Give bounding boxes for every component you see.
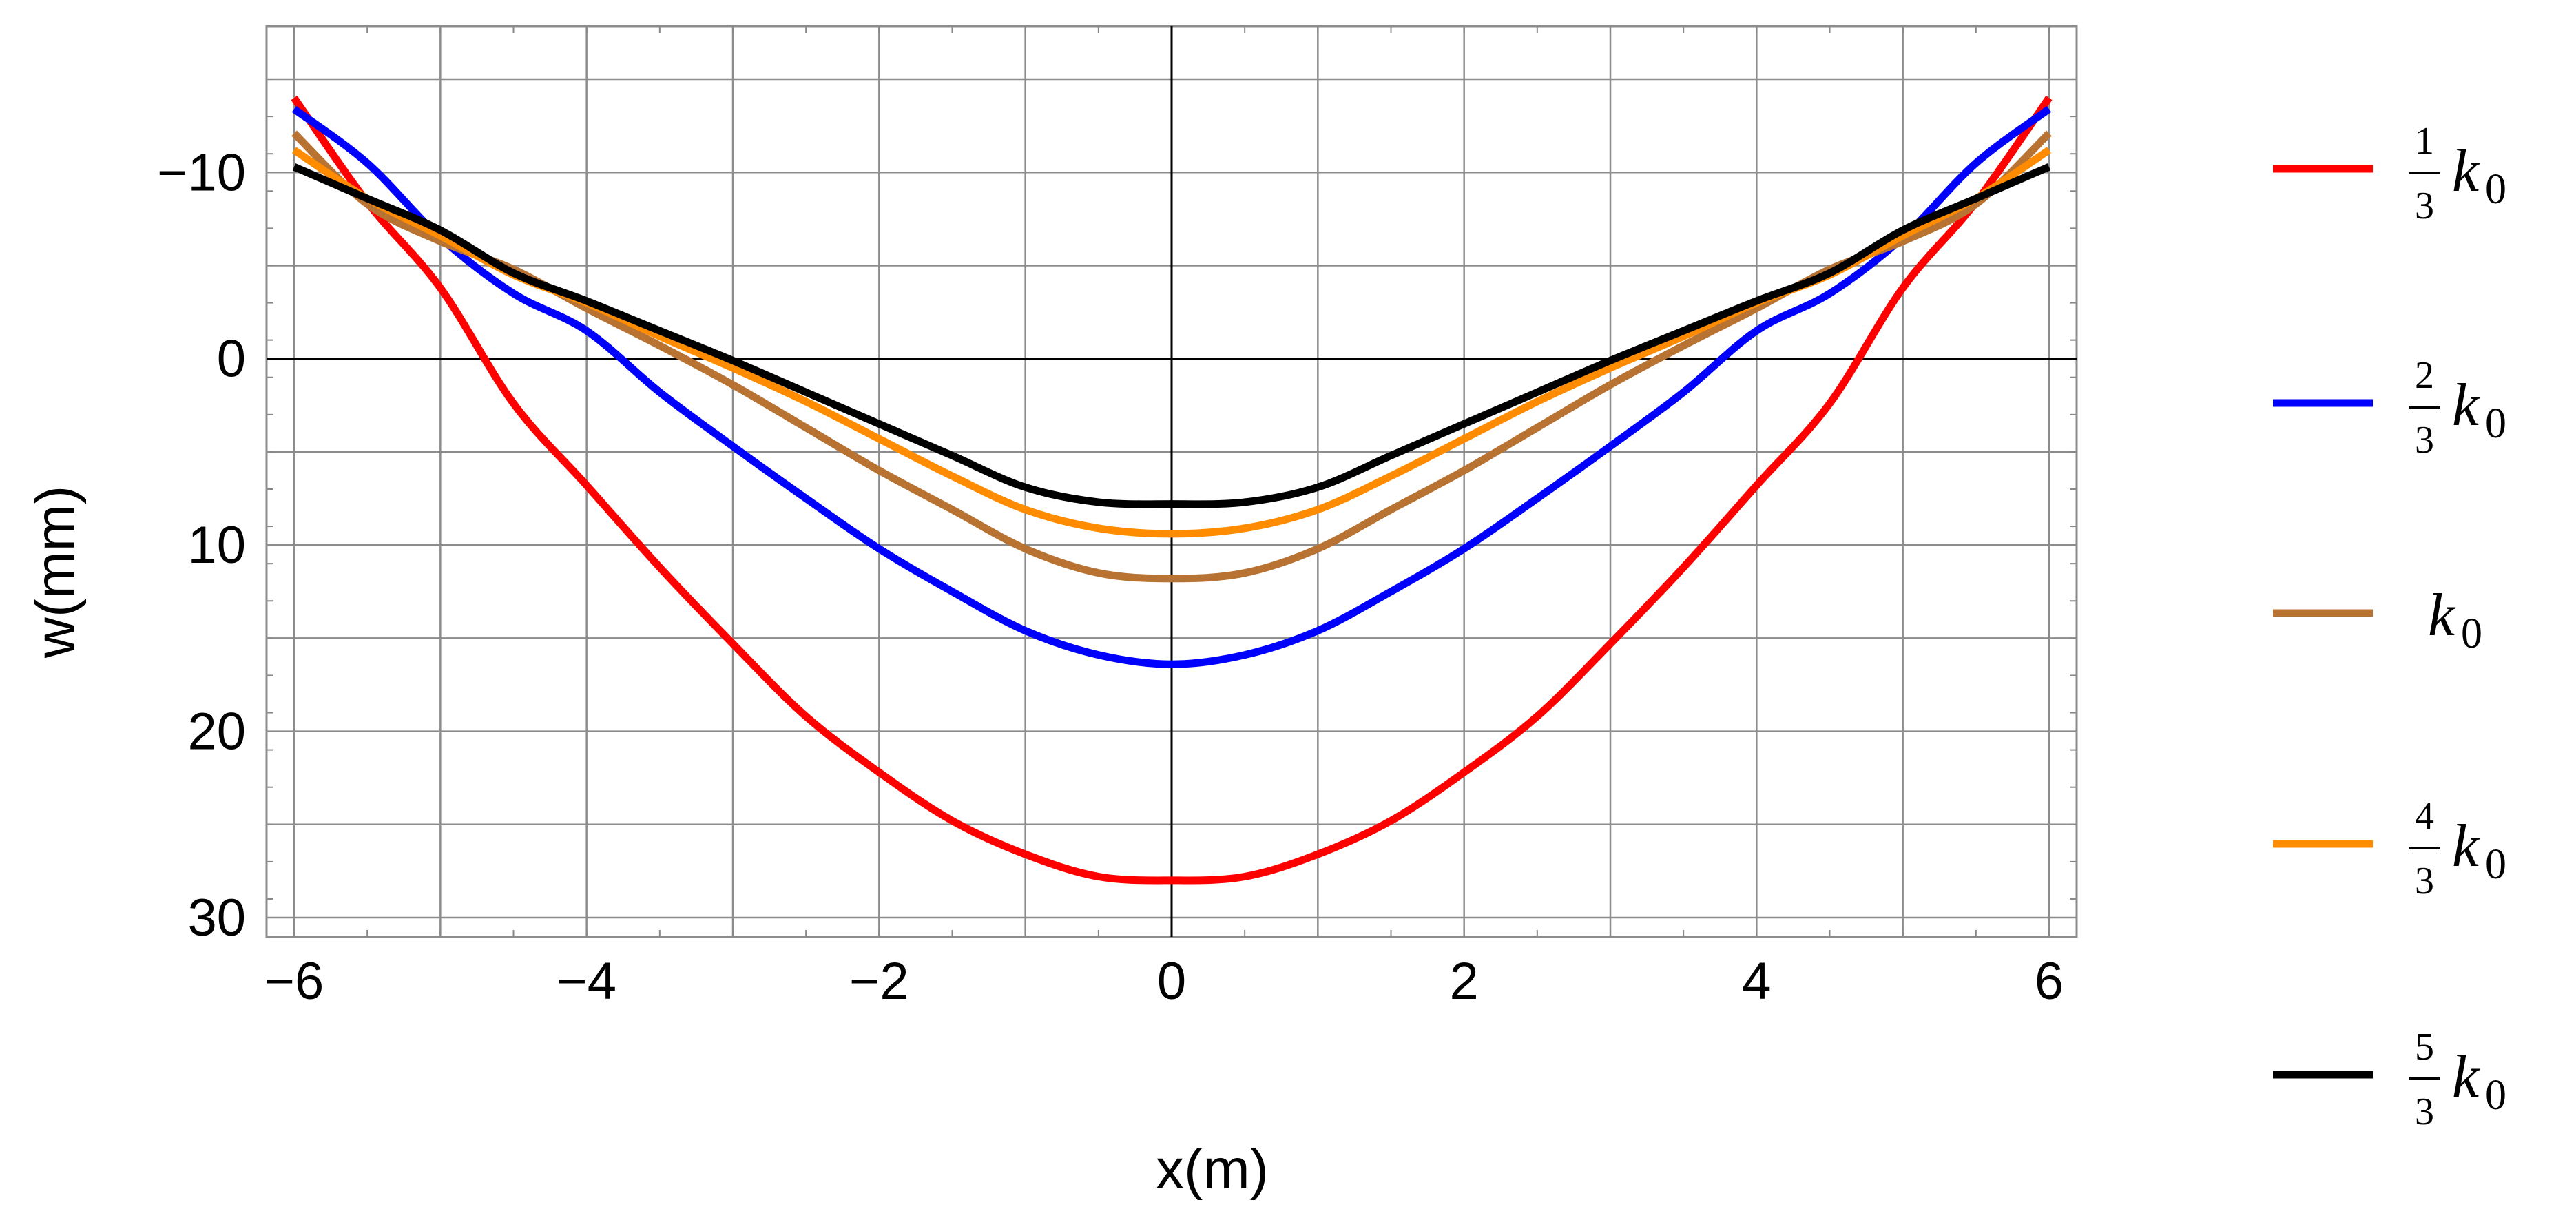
- x-tick-label: −4: [557, 952, 616, 1011]
- legend-fraction-numerator: 1: [2415, 120, 2434, 163]
- legend-symbol: k: [2452, 372, 2480, 439]
- legend-symbol: k: [2452, 138, 2480, 205]
- legend-subscript: 0: [2485, 1072, 2506, 1119]
- y-axis-title: w(mm): [24, 486, 87, 659]
- legend-fraction-numerator: 2: [2415, 354, 2434, 397]
- series-line: [291, 95, 2053, 885]
- series-line: [291, 130, 2052, 583]
- legend-item: 1 3k 0: [2273, 120, 2506, 227]
- y-tick-label: 30: [187, 889, 246, 947]
- legend-fraction-denominator: 3: [2415, 185, 2434, 227]
- legend-subscript: 0: [2485, 841, 2506, 888]
- x-tick-label: −2: [849, 952, 909, 1011]
- legend-fraction-denominator: 3: [2415, 419, 2434, 462]
- legend-symbol: k: [2428, 582, 2456, 649]
- x-axis-title: x(m): [1156, 1138, 1269, 1201]
- x-tick-label: 6: [2035, 952, 2064, 1011]
- series-lines: [291, 95, 2053, 885]
- y-tick-label: 20: [187, 703, 246, 761]
- legend-symbol: k: [2452, 1044, 2480, 1110]
- y-tick-label: −10: [157, 143, 246, 202]
- legend-item: 2 3k 0: [2273, 354, 2506, 462]
- x-tick-label: 4: [1742, 952, 1771, 1011]
- legend-item: 5 3k 0: [2273, 1026, 2506, 1133]
- legend-subscript: 0: [2485, 400, 2506, 447]
- x-tick-label: 0: [1157, 952, 1186, 1011]
- legend-fraction-numerator: 5: [2415, 1026, 2434, 1068]
- legend-fraction-denominator: 3: [2415, 860, 2434, 902]
- y-tick-label: 10: [187, 516, 246, 575]
- legend-fraction-numerator: 4: [2415, 795, 2434, 838]
- legend-symbol: k: [2452, 813, 2480, 880]
- series-line: [292, 163, 2051, 508]
- legend-item: 4 3k 0: [2273, 795, 2506, 902]
- legend-fraction-denominator: 3: [2415, 1091, 2434, 1133]
- legend-subscript: 0: [2485, 166, 2506, 213]
- axes: [265, 25, 2078, 938]
- series-line: [291, 105, 2052, 668]
- legend-subscript: 0: [2461, 610, 2482, 657]
- x-tick-label: −6: [264, 952, 324, 1011]
- y-tick-label: 0: [217, 330, 246, 389]
- x-tick-label: 2: [1450, 952, 1479, 1011]
- tick-labels: −6 −4 −2 0 2 4 6 −10 0 10 20 30: [157, 143, 2064, 1011]
